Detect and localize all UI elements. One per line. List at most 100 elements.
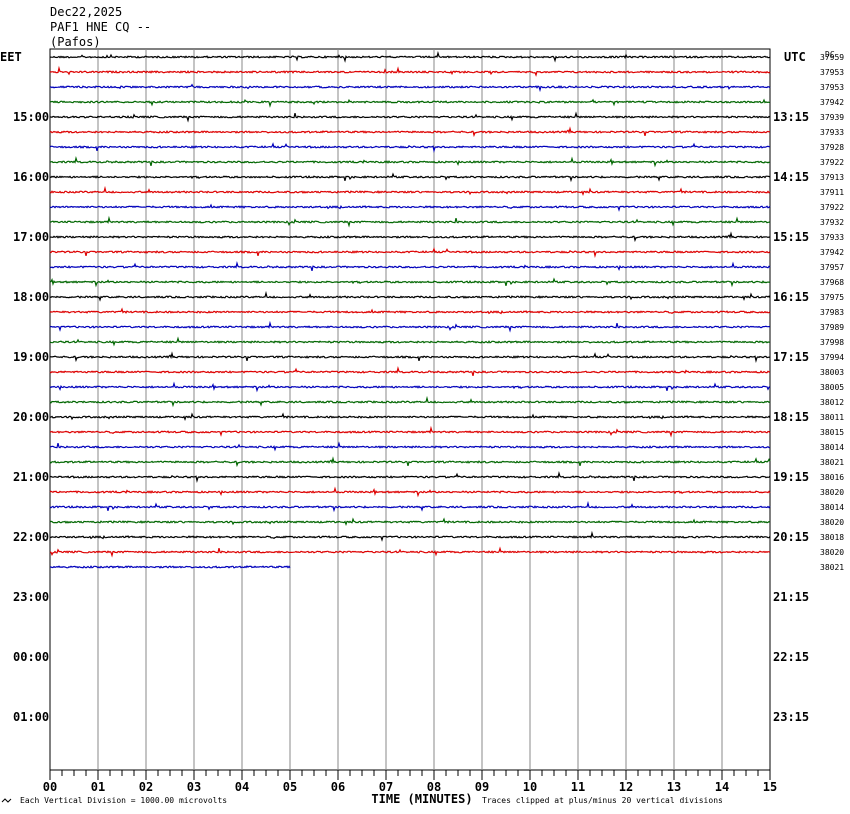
x-tick-label: 14: [715, 780, 729, 794]
x-tick-label: 09: [475, 780, 489, 794]
x-tick-label: 01: [91, 780, 105, 794]
trace-13: [49, 231, 771, 243]
trace-2: [49, 65, 771, 77]
minute-gridlines: [49, 48, 771, 771]
x-tick-label: 11: [571, 780, 585, 794]
eet-hour-label: 01:00: [13, 710, 49, 724]
trace-22: [49, 365, 771, 377]
utc-hour-label: 18:15: [773, 410, 809, 424]
x-tick-label: 03: [187, 780, 201, 794]
right-timezone-label: UTC: [784, 50, 806, 64]
trace-value-label: 37959: [820, 53, 844, 62]
x-tick-label: 13: [667, 780, 681, 794]
utc-hour-label: 19:15: [773, 470, 809, 484]
trace-value-label: 37928: [820, 143, 844, 152]
trace-9: [49, 172, 771, 183]
utc-hour-label: 13:15: [773, 110, 809, 124]
x-tick-label: 15: [763, 780, 777, 794]
trace-value-label: 37975: [820, 293, 844, 302]
trace-value-label: 38016: [820, 473, 844, 482]
x-axis: 00 01 02 03 04 05 06 07 08 09 10 11 12 13 14 15: [43, 770, 777, 794]
trace-value-label: 37998: [820, 338, 844, 347]
trace-value-label: 38021: [820, 563, 844, 572]
trace-value-label: 37933: [820, 128, 844, 137]
trace-4: [49, 98, 771, 108]
trace-26: [49, 425, 771, 438]
x-tick-label: 04: [235, 780, 249, 794]
trace-value-label: 38018: [820, 533, 844, 542]
trace-value-label: 37942: [820, 98, 844, 107]
seismic-traces: [49, 50, 771, 569]
trace-value-label: 37968: [820, 278, 844, 287]
utc-hour-label: 22:15: [773, 650, 809, 664]
footer-right-note: Traces clipped at plus/minus 20 vertical…: [482, 796, 723, 805]
trace-value-label: 37942: [820, 248, 844, 257]
trace-24: [49, 395, 771, 408]
x-tick-label: 07: [379, 780, 393, 794]
utc-hour-labels: 13:15 14:15 15:15 16:15 17:15 18:15 19:15 20:15…: [773, 110, 809, 724]
eet-hour-label: 23:00: [13, 590, 49, 604]
corner-mark: DC: [825, 50, 835, 59]
trace-value-label: 37922: [820, 203, 844, 212]
eet-hour-label: 22:00: [13, 530, 49, 544]
trace-value-label: 38014: [820, 443, 844, 452]
trace-value-label: 37957: [820, 263, 844, 272]
trace-value-label: 37953: [820, 83, 844, 92]
trace-value-label: 38020: [820, 488, 844, 497]
trace-19: [49, 320, 771, 333]
trace-value-label: 37953: [820, 68, 844, 77]
x-tick-label: 06: [331, 780, 345, 794]
trace-value-label: 37911: [820, 188, 844, 197]
trace-value-label: 38020: [820, 548, 844, 557]
eet-hour-label: 20:00: [13, 410, 49, 424]
trace-35: [50, 565, 291, 569]
footer-left-note: Each Vertical Division = 1000.00 microvo…: [20, 796, 227, 805]
eet-hour-label: 19:00: [13, 350, 49, 364]
trace-25: [49, 412, 771, 422]
utc-hour-label: 23:15: [773, 710, 809, 724]
trace-7: [49, 142, 771, 154]
trace-8: [49, 155, 771, 168]
eet-hour-label: 18:00: [13, 290, 49, 304]
trace-21: [49, 351, 771, 364]
trace-27: [49, 441, 771, 452]
trace-value-label: 37994: [820, 353, 844, 362]
header-station: PAF1 HNE CQ --: [50, 20, 152, 34]
trace-14: [49, 247, 771, 259]
trace-3: [50, 83, 771, 93]
trace-value-labels: 37959 37953 37953 37942 37939 37933 37928 37922…: [820, 53, 844, 572]
trace-value-label: 37913: [820, 173, 844, 182]
trace-value-label: 37989: [820, 323, 844, 332]
x-tick-label: 08: [427, 780, 441, 794]
trace-value-label: 38014: [820, 503, 844, 512]
x-tick-label: 12: [619, 780, 633, 794]
left-timezone-label: EET: [0, 50, 22, 64]
trace-value-label: 38011: [820, 413, 844, 422]
trace-value-label: 37939: [820, 113, 844, 122]
trace-12: [50, 215, 771, 228]
trace-23: [49, 381, 771, 393]
x-tick-label: 02: [139, 780, 153, 794]
trace-value-label: 38012: [820, 398, 844, 407]
trace-value-label: 38021: [820, 458, 844, 467]
trace-value-label: 38015: [820, 428, 844, 437]
trace-value-label: 38020: [820, 518, 844, 527]
trace-11: [49, 203, 771, 212]
x-tick-label: 05: [283, 780, 297, 794]
trace-1: [49, 50, 771, 63]
trace-29: [49, 470, 771, 484]
utc-hour-label: 15:15: [773, 230, 809, 244]
plot-frame: [49, 48, 771, 771]
utc-hour-label: 14:15: [773, 170, 809, 184]
trace-value-label: 38003: [820, 368, 844, 377]
eet-hour-label: 16:00: [13, 170, 49, 184]
trace-10: [49, 185, 771, 197]
trace-18: [49, 307, 771, 315]
usgs-logo: [1, 798, 12, 803]
eet-hour-label: 15:00: [13, 110, 49, 124]
utc-hour-label: 21:15: [773, 590, 809, 604]
eet-hour-labels: 15:00 16:00 17:00 18:00 19:00 20:00 21:00 22:00…: [13, 110, 49, 724]
trace-value-label: 37922: [820, 158, 844, 167]
trace-20: [49, 336, 771, 347]
